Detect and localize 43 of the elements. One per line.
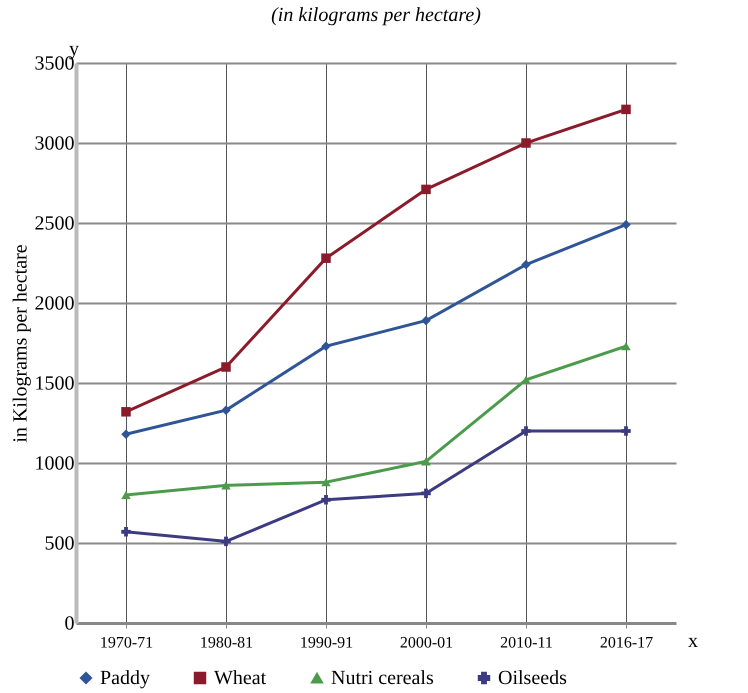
- y-tick-label: 2500: [34, 212, 74, 234]
- point: [421, 316, 431, 326]
- point: [621, 342, 631, 350]
- x-tick-label: 2000-01: [400, 634, 454, 652]
- legend-label: Oilseeds: [498, 667, 568, 689]
- legend-label: Wheat: [214, 667, 267, 689]
- point: [121, 407, 131, 417]
- x-tick-label: 1990-91: [300, 634, 354, 652]
- y-tick-label: 1500: [34, 372, 74, 394]
- x-tick-label: 1970-71: [100, 634, 154, 652]
- point: [421, 457, 431, 466]
- point: [221, 362, 231, 372]
- point: [321, 253, 331, 263]
- y-tick-label: 2000: [34, 292, 74, 314]
- point: [621, 104, 631, 114]
- point: [421, 488, 431, 498]
- point: [621, 426, 631, 436]
- point: [421, 184, 431, 194]
- point: [521, 138, 531, 148]
- x-tick-label: 2010-11: [500, 634, 553, 652]
- y-tick-label: 500: [44, 532, 74, 554]
- text: x: [688, 630, 698, 652]
- y-tick-label: 1000: [34, 452, 74, 474]
- point: [121, 490, 131, 500]
- point: [121, 527, 131, 537]
- y-tick-label: 0: [64, 612, 74, 634]
- y-tick-label: 3000: [34, 132, 74, 154]
- legend-label: Paddy: [100, 667, 150, 689]
- y-axis-title: in Kilograms per hectare: [10, 244, 32, 443]
- point: [121, 429, 131, 439]
- point: [321, 478, 331, 486]
- point: [521, 426, 531, 436]
- point: [321, 341, 331, 351]
- point: [221, 536, 231, 546]
- legend-label: Nutri cereals: [331, 667, 434, 689]
- point: [221, 481, 231, 490]
- point: [621, 220, 631, 230]
- point: [221, 405, 231, 415]
- point: [321, 495, 331, 505]
- point: [521, 260, 531, 270]
- x-tick-label: 1980-81: [200, 634, 254, 652]
- x-tick-label: 2016-17: [600, 634, 654, 652]
- chart-title: (in kilograms per hectare): [271, 4, 482, 26]
